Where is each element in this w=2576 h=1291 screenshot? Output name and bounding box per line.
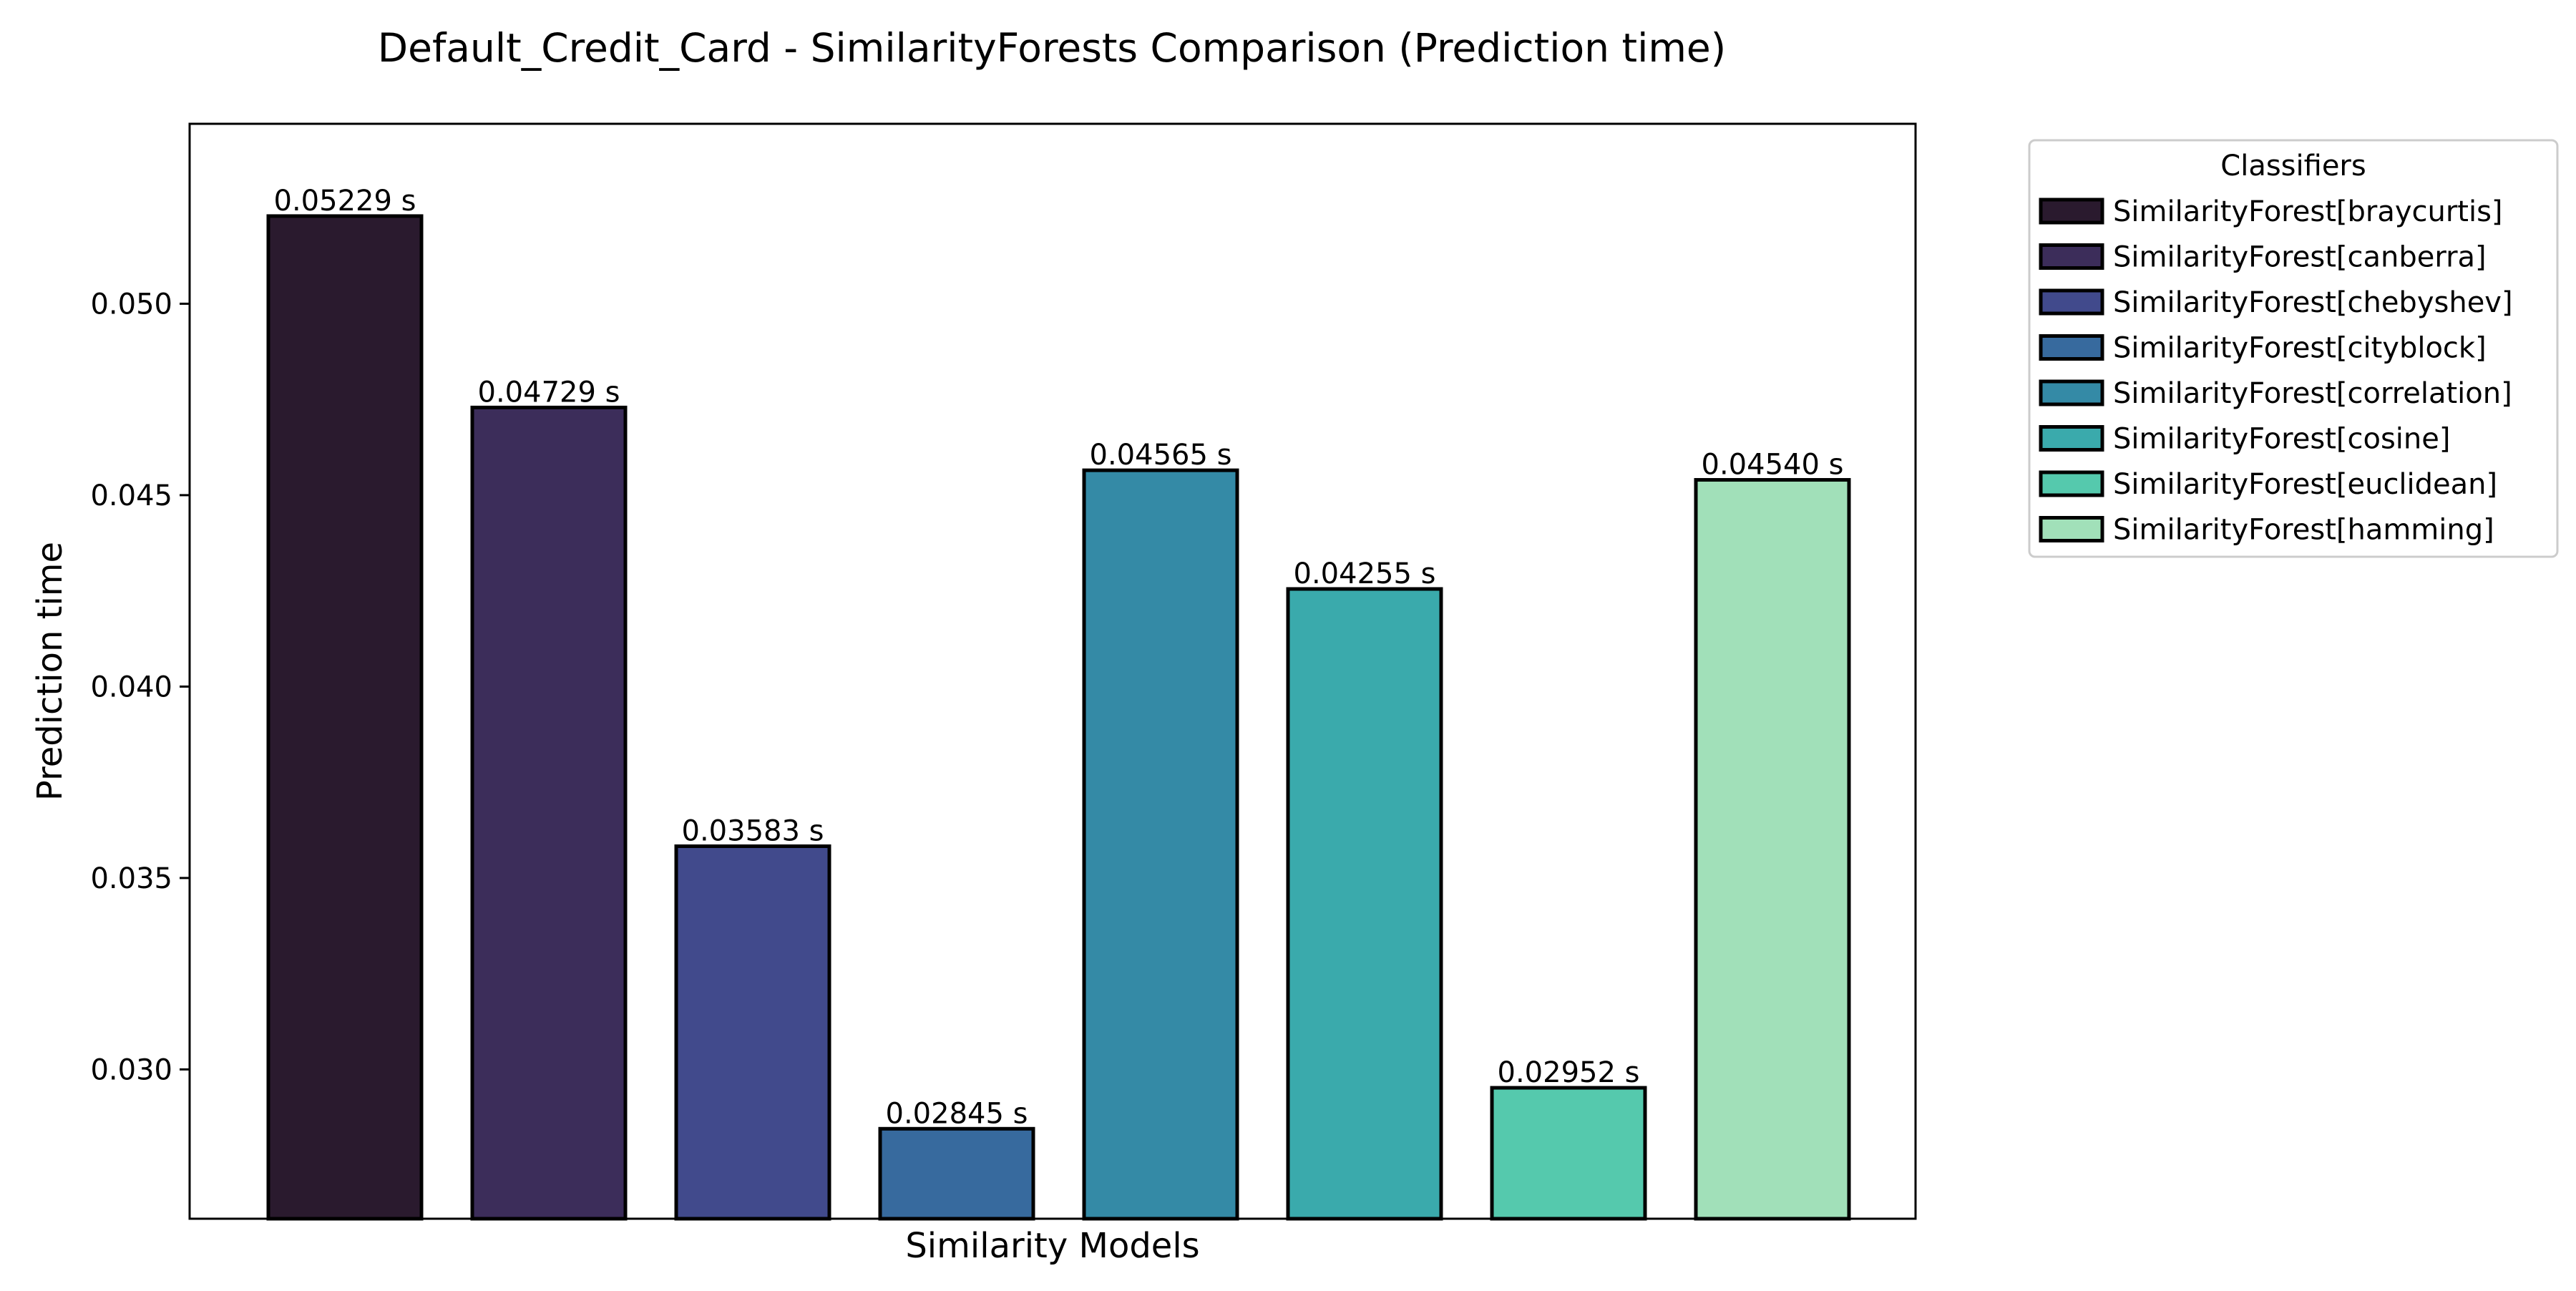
legend-swatch-5 [2039, 379, 2104, 406]
bar-value-label-7: 0.02952 s [1498, 1056, 1640, 1089]
bars-layer [266, 214, 1851, 1221]
y-tick-label-2: 0.035 [90, 862, 172, 895]
plot-frame [188, 122, 1917, 1220]
y-tick-label-3: 0.040 [90, 671, 172, 703]
bar-2 [470, 405, 628, 1221]
legend-swatch-2 [2039, 243, 2104, 270]
value-labels-layer: 0.05229 s 0.04729 s 0.03583 s 0.02845 s 0.04… [274, 185, 1844, 1130]
bar-value-label-6: 0.04255 s [1294, 557, 1436, 590]
x-axis-label: Similarity Models [905, 1226, 1199, 1266]
bar-7 [1490, 1086, 1647, 1221]
bar-value-label-1: 0.05229 s [274, 185, 416, 218]
bar-value-label-5: 0.04565 s [1090, 439, 1232, 472]
legend: Classifiers SimilarityForest[braycurtis]… [2028, 139, 2559, 558]
legend-swatch-7 [2039, 470, 2104, 497]
bar-value-label-2: 0.04729 s [478, 376, 620, 409]
legend-label-6: SimilarityForest[cosine] [2113, 423, 2450, 456]
y-axis-label: Prediction time [30, 542, 70, 801]
legend-swatch-4 [2039, 334, 2104, 361]
y-axis: 0.030 0.035 0.040 0.045 0.050 [90, 288, 190, 1086]
chart-title: Default_Credit_Card - SimilarityForests … [378, 25, 1726, 71]
bar-value-label-8: 0.04540 s [1702, 449, 1844, 482]
legend-label-1: SimilarityForest[braycurtis] [2113, 195, 2503, 228]
legend-label-7: SimilarityForest[euclidean] [2113, 468, 2497, 501]
legend-swatch-8 [2039, 516, 2104, 542]
legend-label-4: SimilarityForest[cityblock] [2113, 332, 2487, 365]
legend-items: SimilarityForest[braycurtis] SimilarityFo… [2039, 195, 2513, 547]
bar-1 [266, 214, 424, 1221]
legend-swatch-3 [2039, 288, 2104, 316]
bar-value-label-4: 0.02845 s [886, 1097, 1028, 1130]
legend-label-3: SimilarityForest[chebyshev] [2113, 286, 2513, 319]
bar-5 [1082, 468, 1239, 1221]
bar-4 [878, 1126, 1035, 1221]
bar-value-label-3: 0.03583 s [682, 814, 824, 847]
legend-swatch-1 [2039, 198, 2104, 225]
y-tick-label-5: 0.050 [90, 288, 172, 321]
legend-frame [2028, 139, 2559, 558]
y-tick-label-1: 0.030 [90, 1053, 172, 1086]
legend-label-8: SimilarityForest[hamming] [2113, 514, 2494, 547]
legend-swatch-6 [2039, 425, 2104, 452]
legend-label-2: SimilarityForest[canberra] [2113, 241, 2487, 274]
bar-3 [674, 844, 831, 1221]
bar-6 [1286, 587, 1443, 1221]
bar-8 [1694, 478, 1851, 1221]
y-tick-label-4: 0.045 [90, 479, 172, 512]
legend-label-5: SimilarityForest[correlation] [2113, 377, 2512, 410]
legend-title: Classifiers [2220, 150, 2366, 182]
